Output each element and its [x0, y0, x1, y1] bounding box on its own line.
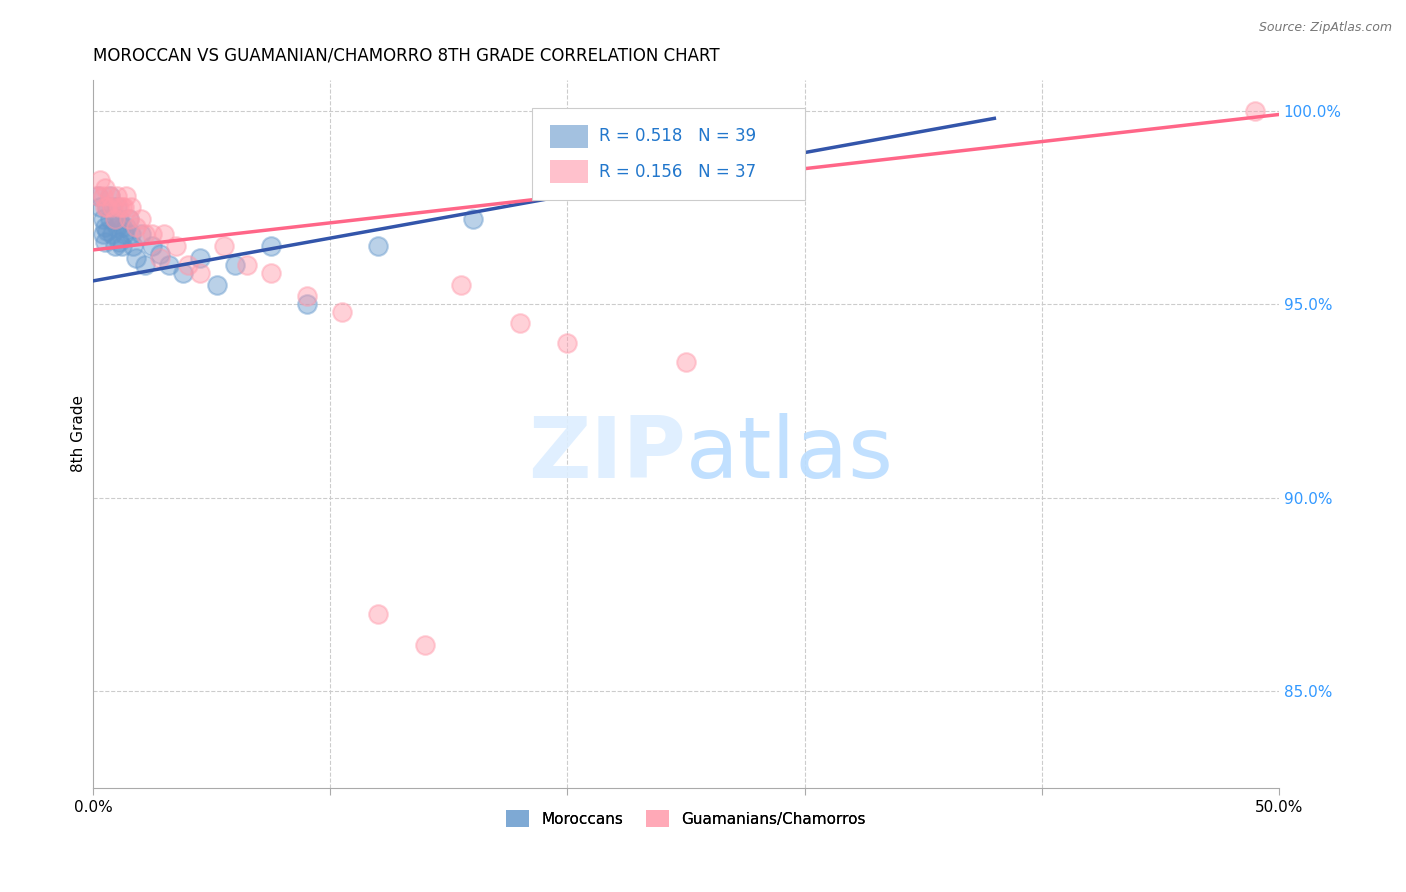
Point	[153, 227, 176, 242]
Point	[91, 211, 114, 226]
Point	[111, 200, 134, 214]
Point	[125, 251, 148, 265]
FancyBboxPatch shape	[531, 108, 804, 200]
Point	[149, 251, 172, 265]
Point	[367, 239, 389, 253]
Point	[103, 211, 125, 226]
Point	[108, 235, 131, 249]
Point	[105, 200, 128, 214]
Point	[101, 200, 124, 214]
Point	[118, 211, 141, 226]
Point	[122, 239, 145, 253]
Point	[103, 239, 125, 253]
Point	[98, 188, 121, 202]
Point	[96, 200, 118, 214]
Point	[91, 188, 114, 202]
Point	[112, 200, 135, 214]
Point	[103, 211, 125, 226]
Point	[91, 227, 114, 242]
Text: ZIP: ZIP	[529, 414, 686, 497]
Point	[461, 211, 484, 226]
Point	[224, 259, 246, 273]
Point	[125, 219, 148, 234]
Point	[188, 266, 211, 280]
Text: atlas: atlas	[686, 414, 894, 497]
Point	[111, 239, 134, 253]
Point	[96, 223, 118, 237]
Point	[295, 289, 318, 303]
Point	[87, 188, 110, 202]
Point	[105, 188, 128, 202]
Point	[96, 200, 118, 214]
Text: MOROCCAN VS GUAMANIAN/CHAMORRO 8TH GRADE CORRELATION CHART: MOROCCAN VS GUAMANIAN/CHAMORRO 8TH GRADE…	[93, 46, 720, 64]
Point	[134, 259, 156, 273]
Point	[141, 239, 163, 253]
Point	[295, 297, 318, 311]
Point	[98, 188, 121, 202]
Point	[87, 188, 110, 202]
Point	[177, 259, 200, 273]
Point	[260, 239, 283, 253]
Point	[105, 219, 128, 234]
Y-axis label: 8th Grade: 8th Grade	[72, 395, 86, 472]
Point	[98, 211, 121, 226]
Point	[89, 173, 111, 187]
Point	[115, 188, 138, 202]
Point	[111, 219, 134, 234]
Point	[450, 277, 472, 292]
Point	[172, 266, 194, 280]
Point	[236, 259, 259, 273]
Point	[108, 211, 131, 226]
Point	[101, 227, 124, 242]
Point	[129, 227, 152, 242]
Point	[120, 227, 142, 242]
Point	[675, 355, 697, 369]
Point	[367, 607, 389, 621]
Point	[260, 266, 283, 280]
Point	[129, 211, 152, 226]
Point	[188, 251, 211, 265]
Point	[89, 200, 111, 214]
Point	[94, 219, 117, 234]
Text: R = 0.156   N = 37: R = 0.156 N = 37	[599, 162, 756, 181]
Point	[509, 317, 531, 331]
FancyBboxPatch shape	[550, 125, 588, 148]
Point	[165, 239, 187, 253]
Point	[112, 227, 135, 242]
Point	[149, 247, 172, 261]
Text: Source: ZipAtlas.com: Source: ZipAtlas.com	[1258, 21, 1392, 34]
Point	[108, 200, 131, 214]
Legend: Moroccans, Guamanians/Chamorros: Moroccans, Guamanians/Chamorros	[501, 805, 872, 833]
Point	[118, 211, 141, 226]
Point	[141, 227, 163, 242]
Point	[1244, 103, 1267, 118]
Point	[94, 200, 117, 214]
Point	[94, 181, 117, 195]
Point	[157, 259, 180, 273]
Point	[94, 235, 117, 249]
Point	[413, 638, 436, 652]
FancyBboxPatch shape	[550, 161, 588, 183]
Point	[212, 239, 235, 253]
Point	[101, 200, 124, 214]
Point	[134, 227, 156, 242]
Point	[557, 335, 579, 350]
Point	[115, 219, 138, 234]
Point	[330, 305, 353, 319]
Point	[120, 200, 142, 214]
Text: R = 0.518   N = 39: R = 0.518 N = 39	[599, 128, 756, 145]
Point	[205, 277, 228, 292]
